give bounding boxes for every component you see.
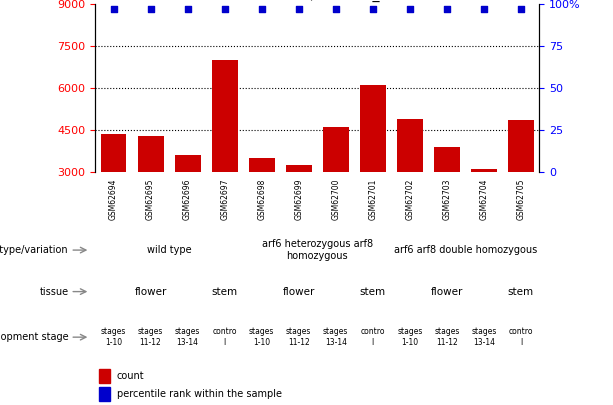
Title: GDS2114 / 250206_at: GDS2114 / 250206_at <box>241 0 394 2</box>
Bar <box>286 165 311 172</box>
Text: GSM62697: GSM62697 <box>220 179 229 220</box>
Bar <box>99 387 110 401</box>
Text: flower: flower <box>431 287 463 296</box>
Point <box>479 6 489 12</box>
Text: GSM62699: GSM62699 <box>294 179 303 220</box>
Text: GSM62703: GSM62703 <box>443 179 451 220</box>
Bar <box>471 169 497 172</box>
Text: stages
13-14: stages 13-14 <box>175 328 200 347</box>
Text: flower: flower <box>283 287 315 296</box>
Text: genotype/variation: genotype/variation <box>0 245 69 255</box>
Text: stages
1-10: stages 1-10 <box>101 328 126 347</box>
Point <box>405 6 415 12</box>
Point <box>219 6 229 12</box>
Text: GSM62700: GSM62700 <box>331 179 340 220</box>
Text: stages
13-14: stages 13-14 <box>471 328 497 347</box>
Text: arf6 heterozygous arf8
homozygous: arf6 heterozygous arf8 homozygous <box>262 239 373 261</box>
Text: GSM62696: GSM62696 <box>183 179 192 220</box>
Point <box>109 6 118 12</box>
Text: stages
11-12: stages 11-12 <box>286 328 311 347</box>
Point <box>516 6 526 12</box>
Text: contro
l: contro l <box>212 328 237 347</box>
Text: stem: stem <box>211 287 238 296</box>
Text: tissue: tissue <box>39 287 69 296</box>
Text: GSM62705: GSM62705 <box>516 179 525 220</box>
Text: percentile rank within the sample: percentile rank within the sample <box>117 389 282 399</box>
Point <box>331 6 341 12</box>
Text: stem: stem <box>360 287 386 296</box>
Point <box>146 6 156 12</box>
Text: GSM62701: GSM62701 <box>368 179 377 220</box>
Bar <box>508 120 534 172</box>
Bar <box>99 369 110 383</box>
Bar <box>397 119 423 172</box>
Point <box>183 6 192 12</box>
Text: GSM62702: GSM62702 <box>405 179 414 220</box>
Text: stages
11-12: stages 11-12 <box>138 328 163 347</box>
Text: count: count <box>117 371 145 381</box>
Text: flower: flower <box>134 287 167 296</box>
Text: GSM62695: GSM62695 <box>146 179 155 220</box>
Text: stages
1-10: stages 1-10 <box>397 328 422 347</box>
Point <box>257 6 267 12</box>
Bar <box>323 127 349 172</box>
Bar <box>137 136 164 172</box>
Bar <box>101 134 126 172</box>
Text: wild type: wild type <box>147 245 191 255</box>
Text: development stage: development stage <box>0 332 69 342</box>
Text: stages
11-12: stages 11-12 <box>434 328 460 347</box>
Text: stem: stem <box>508 287 534 296</box>
Text: GSM62694: GSM62694 <box>109 179 118 220</box>
Point <box>294 6 303 12</box>
Point <box>442 6 452 12</box>
Bar <box>175 155 200 172</box>
Text: GSM62698: GSM62698 <box>257 179 266 220</box>
Text: contro
l: contro l <box>360 328 385 347</box>
Text: contro
l: contro l <box>509 328 533 347</box>
Bar <box>249 158 275 172</box>
Text: arf6 arf8 double homozygous: arf6 arf8 double homozygous <box>394 245 537 255</box>
Bar <box>360 85 386 172</box>
Point <box>368 6 378 12</box>
Bar <box>434 147 460 172</box>
Text: GSM62704: GSM62704 <box>479 179 489 220</box>
Text: stages
13-14: stages 13-14 <box>323 328 348 347</box>
Bar <box>211 60 238 172</box>
Text: stages
1-10: stages 1-10 <box>249 328 275 347</box>
